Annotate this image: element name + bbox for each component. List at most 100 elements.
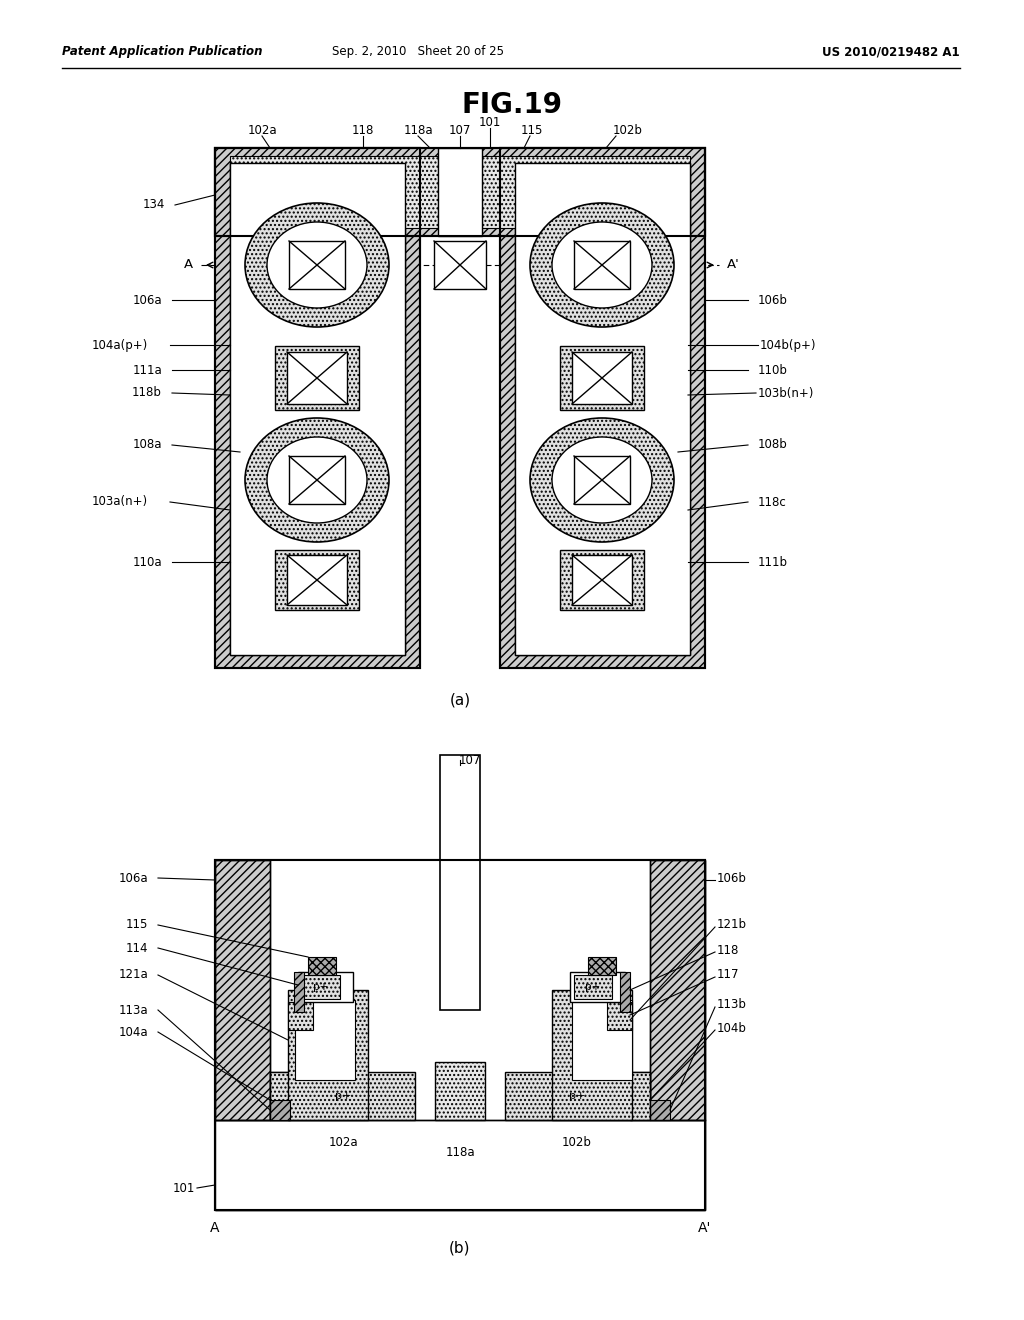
Text: (a): (a) (450, 693, 471, 708)
Bar (287, 554, 347, 605)
Ellipse shape (245, 203, 389, 327)
Text: 106a: 106a (132, 293, 162, 306)
Bar (298, 972, 353, 1002)
Bar (302, 975, 340, 999)
Text: 113a: 113a (119, 1003, 148, 1016)
Text: 108b: 108b (758, 438, 787, 451)
Text: US 2010/0219482 A1: US 2010/0219482 A1 (822, 45, 961, 58)
Ellipse shape (530, 203, 674, 327)
Bar (552, 990, 632, 1119)
Bar (288, 990, 368, 1119)
Bar (270, 1100, 290, 1119)
Bar (438, 148, 482, 236)
Bar (215, 148, 420, 668)
Text: 115: 115 (521, 124, 543, 136)
Bar (560, 346, 644, 411)
Text: 118: 118 (717, 944, 739, 957)
Text: 106b: 106b (758, 293, 787, 306)
Bar (515, 162, 690, 655)
Text: A: A (210, 1221, 220, 1236)
Text: 110b: 110b (758, 363, 787, 376)
Text: 121b: 121b (717, 919, 746, 932)
Text: A': A' (698, 1221, 712, 1236)
Bar (505, 1072, 650, 1119)
Bar (620, 972, 630, 1012)
Bar (215, 861, 705, 1210)
Text: 103b(n+): 103b(n+) (758, 387, 814, 400)
Bar (270, 1072, 415, 1119)
Text: Patent Application Publication: Patent Application Publication (62, 45, 262, 58)
Bar (650, 1100, 670, 1119)
Bar (287, 352, 347, 404)
Text: (b): (b) (450, 1241, 471, 1255)
Text: 111a: 111a (132, 363, 162, 376)
Bar (294, 972, 304, 1012)
Bar (574, 242, 630, 289)
Text: 117: 117 (717, 969, 739, 982)
Text: Sep. 2, 2010   Sheet 20 of 25: Sep. 2, 2010 Sheet 20 of 25 (332, 45, 504, 58)
Text: 118a: 118a (445, 1146, 475, 1159)
Bar (215, 861, 270, 1119)
Bar (435, 1063, 485, 1119)
Text: FIG.19: FIG.19 (462, 91, 562, 119)
Text: 103a(n+): 103a(n+) (92, 495, 148, 508)
Text: 118: 118 (352, 124, 374, 136)
Bar (215, 861, 270, 1119)
Text: 106b: 106b (717, 871, 746, 884)
Bar (275, 550, 359, 610)
Text: p+: p+ (313, 982, 329, 993)
Ellipse shape (267, 222, 367, 308)
Text: 111b: 111b (758, 556, 788, 569)
Text: 104a: 104a (119, 1026, 148, 1039)
Bar (215, 1119, 705, 1210)
Text: 101: 101 (173, 1181, 195, 1195)
Text: p+: p+ (586, 982, 601, 993)
Text: 118a: 118a (403, 124, 433, 136)
Bar (230, 162, 406, 655)
Text: 102b: 102b (613, 124, 643, 136)
Text: 121a: 121a (118, 969, 148, 982)
Bar (500, 148, 705, 668)
Ellipse shape (530, 418, 674, 543)
Text: 104a(p+): 104a(p+) (92, 338, 148, 351)
Bar (574, 975, 612, 999)
Bar (288, 1002, 313, 1030)
Text: 102a: 102a (247, 124, 276, 136)
Bar (275, 346, 359, 411)
Ellipse shape (552, 222, 652, 308)
Text: A': A' (727, 259, 739, 272)
Bar (607, 1002, 632, 1030)
Bar (434, 242, 486, 289)
Bar (215, 148, 705, 236)
Bar (572, 352, 632, 404)
Bar (630, 1072, 650, 1119)
Bar (588, 957, 616, 975)
Text: 110a: 110a (132, 556, 162, 569)
Text: p+: p+ (335, 1092, 351, 1101)
Ellipse shape (552, 437, 652, 523)
Bar (440, 755, 480, 1010)
Bar (572, 554, 632, 605)
Text: 134: 134 (142, 198, 165, 211)
Bar (650, 861, 705, 1119)
Bar (482, 156, 690, 228)
Text: 115: 115 (126, 919, 148, 932)
Bar (572, 1001, 632, 1080)
Text: 107: 107 (449, 124, 471, 136)
Text: 106a: 106a (119, 871, 148, 884)
Bar (500, 148, 705, 668)
Ellipse shape (267, 437, 367, 523)
Bar (574, 455, 630, 504)
Bar (570, 972, 625, 1002)
Text: 118c: 118c (758, 495, 786, 508)
Text: 102b: 102b (562, 1135, 592, 1148)
Bar (515, 162, 690, 655)
Bar (308, 957, 336, 975)
Bar (270, 861, 650, 1119)
Bar (215, 148, 420, 668)
Text: 104b(p+): 104b(p+) (760, 338, 816, 351)
Bar (230, 162, 406, 655)
Bar (230, 156, 438, 228)
Bar (560, 550, 644, 610)
Text: 107: 107 (459, 754, 481, 767)
